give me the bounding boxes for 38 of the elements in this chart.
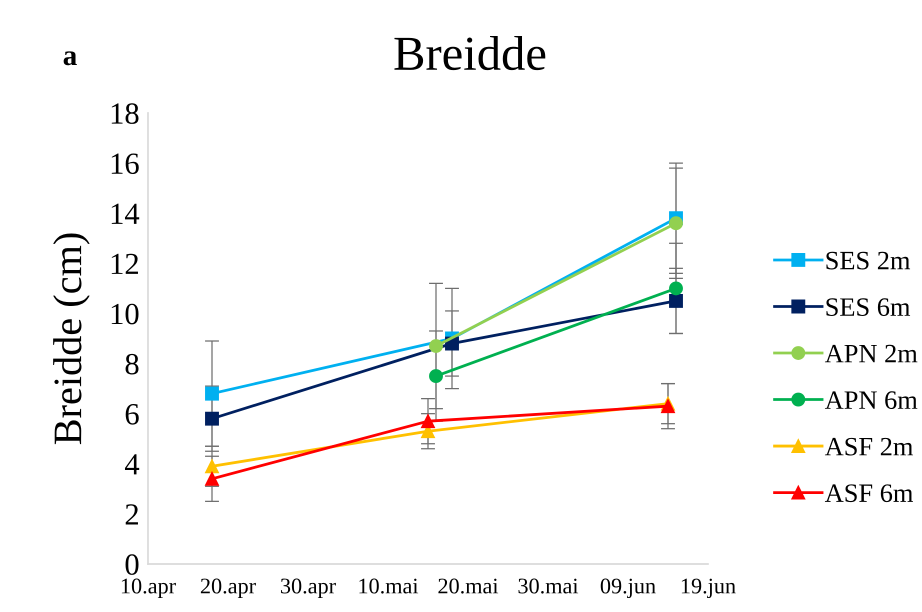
point xyxy=(661,399,675,414)
legend-label: SES 2m xyxy=(826,252,910,270)
legend-label: APN 2m xyxy=(824,344,918,362)
legend-label: APN 6m xyxy=(824,391,918,410)
y-tick-label: 6 xyxy=(126,404,139,425)
point xyxy=(669,294,683,308)
point xyxy=(421,414,435,428)
y-tick-label: 4 xyxy=(124,454,140,474)
point xyxy=(205,459,219,474)
y-tick-label: 0 xyxy=(126,554,138,575)
y-tick-label: 12 xyxy=(112,254,138,274)
text: a xyxy=(64,51,77,66)
point xyxy=(205,412,219,426)
point xyxy=(429,339,443,353)
x-tick-label: 10.apr xyxy=(122,578,176,598)
legend-label: ASF 2m xyxy=(824,438,914,456)
x-tick-label: 10.mai xyxy=(359,578,418,594)
y-tick-label: 8 xyxy=(126,354,138,374)
legend-label: SES 6m xyxy=(826,298,910,316)
point xyxy=(429,369,443,384)
y-tick-label: 10 xyxy=(112,304,138,324)
point xyxy=(669,216,683,230)
y-tick-label: 2 xyxy=(126,504,138,524)
x-tick-label: 20.apr xyxy=(200,578,256,598)
point xyxy=(669,281,683,296)
legend-label: ASF 6m xyxy=(824,484,914,502)
point xyxy=(205,386,219,401)
y-tick-label: 18 xyxy=(112,103,138,124)
x-tick-label: 20.mai xyxy=(438,578,498,594)
x-tick-label: 19.jun xyxy=(682,578,736,598)
x-tick-label: 30.apr xyxy=(280,578,336,598)
y-axis-title: Breidde (cm) xyxy=(53,233,90,444)
point xyxy=(205,472,219,486)
chart-title: Breidde xyxy=(394,36,546,70)
x-tick-label: 30.mai xyxy=(518,578,578,594)
y-tick-label: 14 xyxy=(112,204,140,224)
x-tick-label: 09.jun xyxy=(600,578,656,598)
y-tick-label: 16 xyxy=(112,153,139,174)
